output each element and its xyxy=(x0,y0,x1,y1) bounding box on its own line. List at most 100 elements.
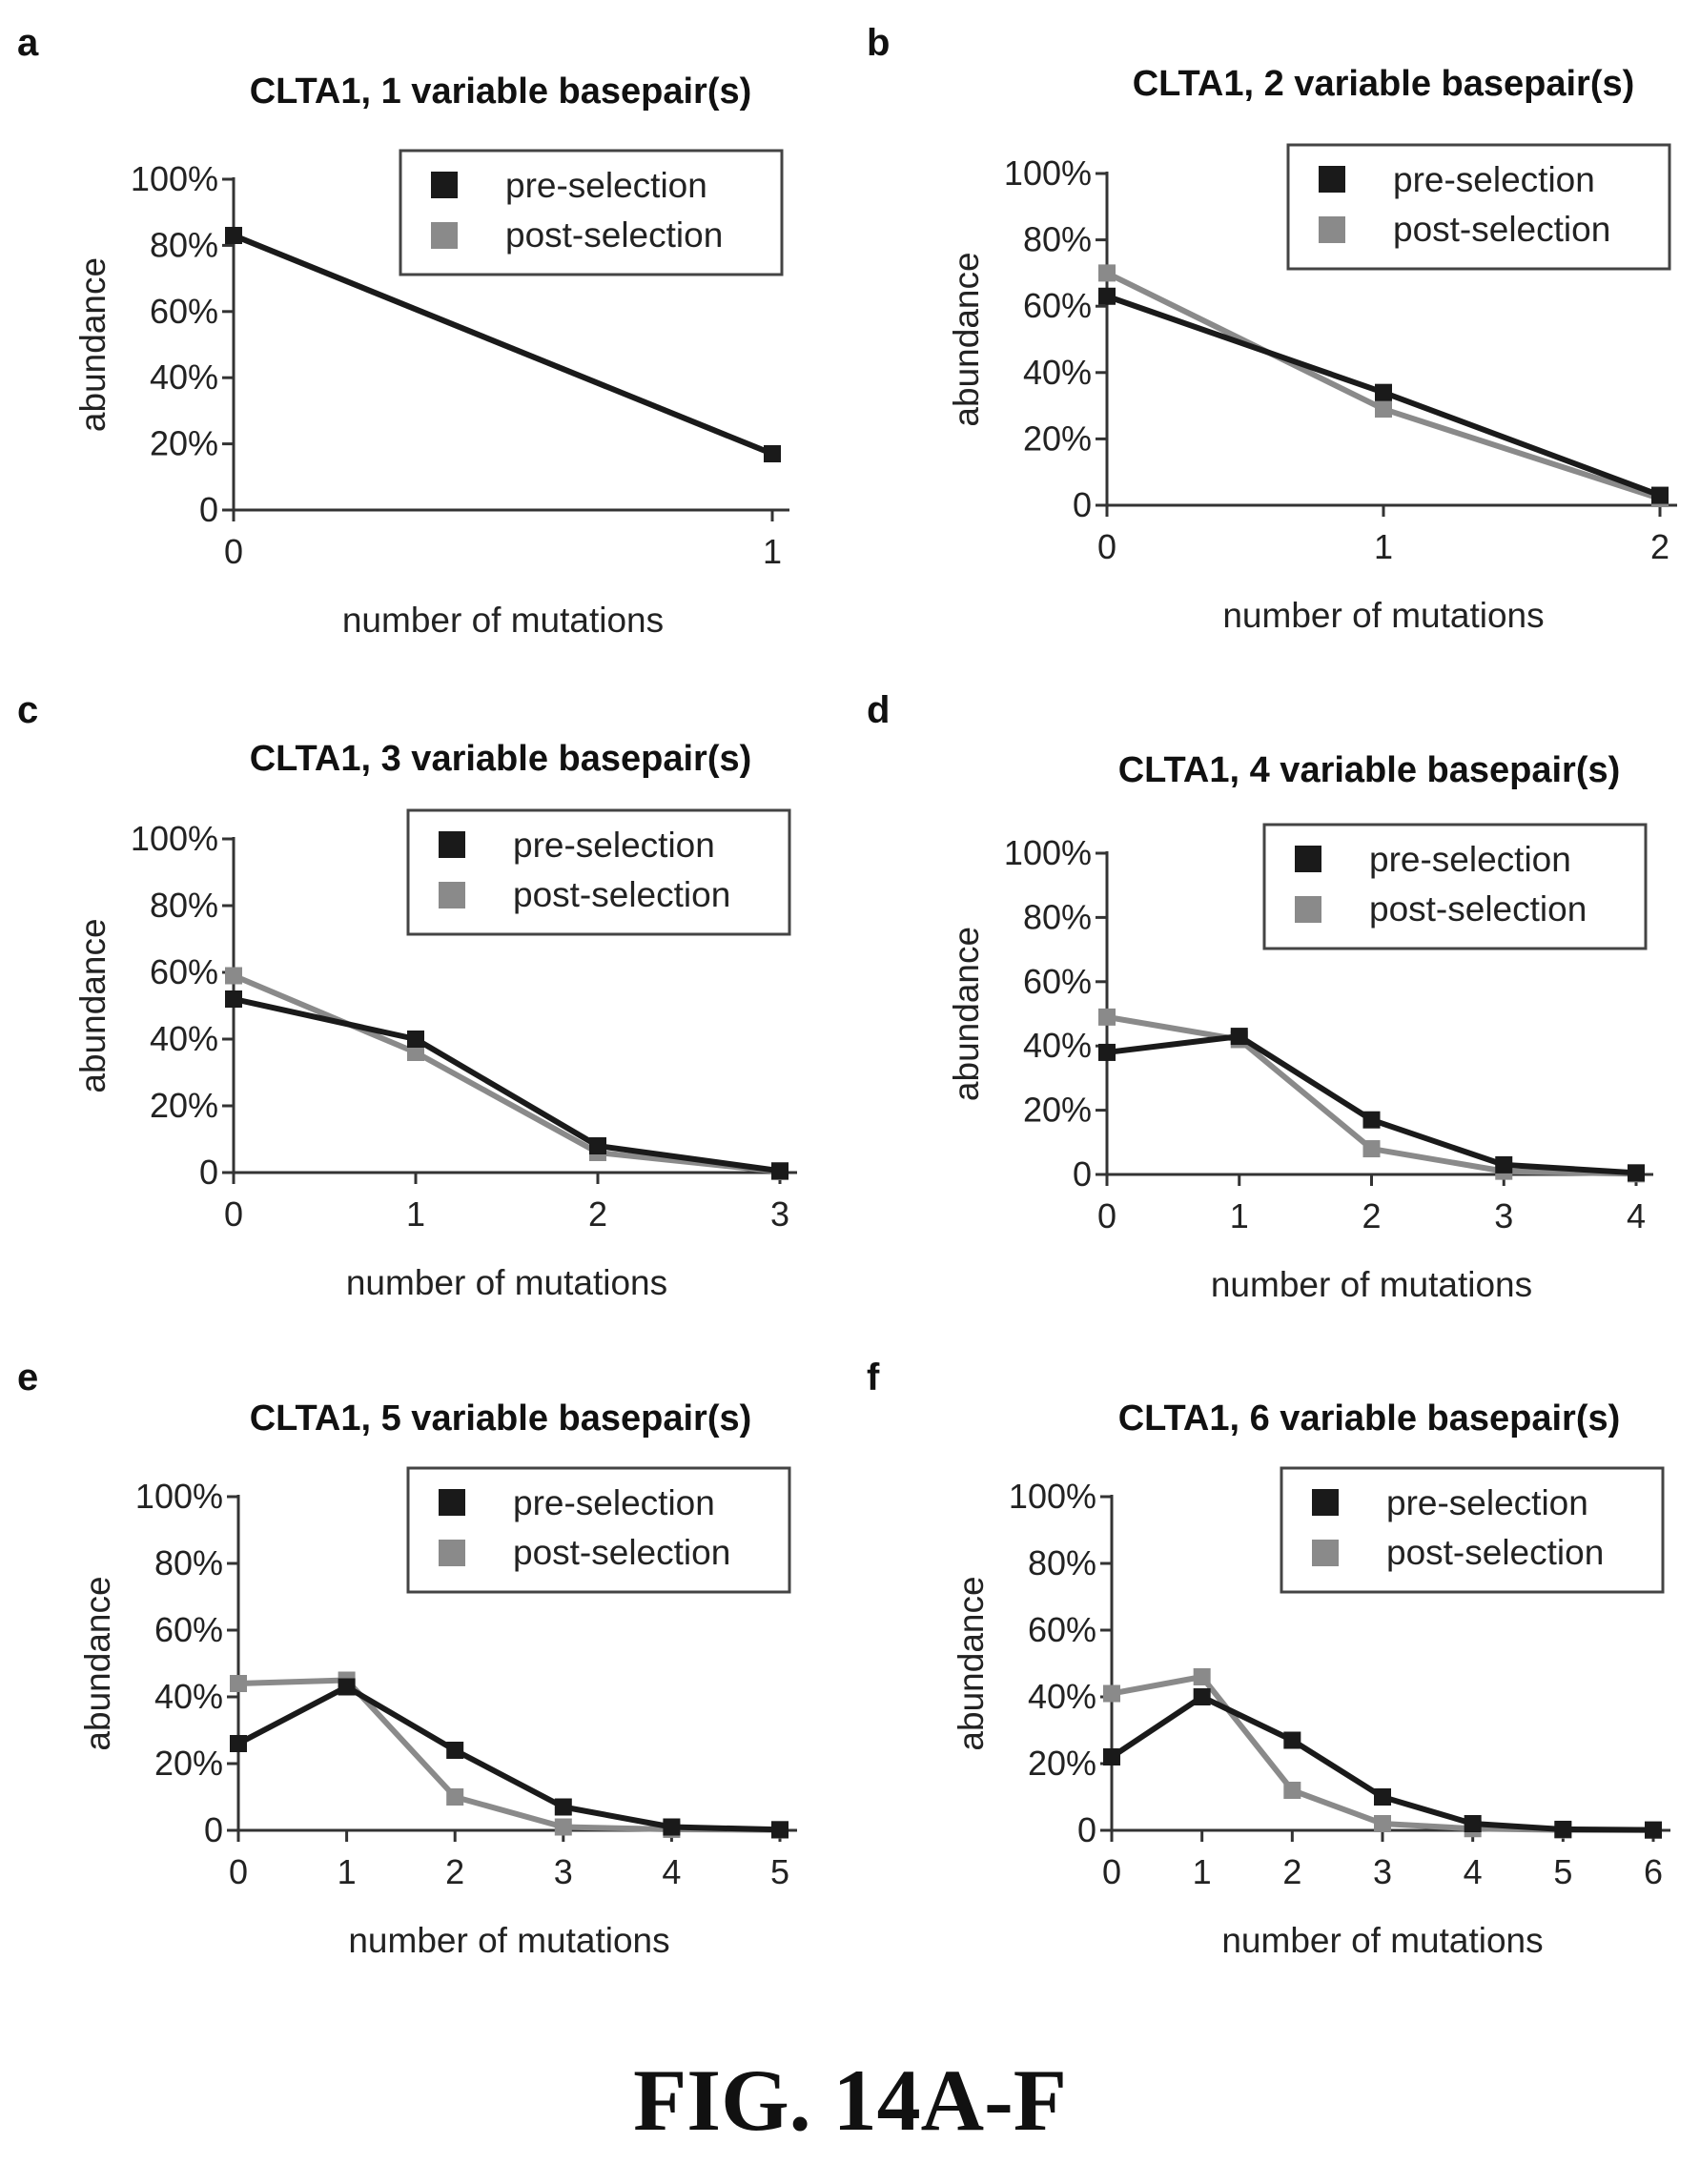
x-tick-label: 1 xyxy=(1193,1852,1212,1891)
data-point xyxy=(771,1162,789,1179)
x-tick-label: 0 xyxy=(1102,1852,1121,1891)
data-point xyxy=(1098,1009,1116,1026)
data-point xyxy=(407,1031,424,1048)
x-tick-label: 1 xyxy=(338,1852,357,1891)
data-point xyxy=(1283,1732,1301,1749)
legend-label-post: post-selection xyxy=(1386,1533,1604,1572)
y-tick-label: 60% xyxy=(150,292,218,331)
legend-label-post: post-selection xyxy=(1393,210,1610,249)
legend-swatch-post xyxy=(1295,896,1321,923)
y-tick-label: 0 xyxy=(1077,1810,1096,1849)
y-tick-label: 60% xyxy=(1028,1610,1096,1649)
y-tick-label: 20% xyxy=(150,1086,218,1125)
legend-swatch-pre xyxy=(431,172,458,198)
series-post-selection xyxy=(225,968,789,1180)
legend: pre-selection post-selection xyxy=(408,810,789,934)
figure-caption: FIG. 14A-F xyxy=(0,2050,1700,2151)
chart-panel-c: cCLTA1, 3 variable basepair(s)020%40%60%… xyxy=(0,667,850,1335)
chart-svg: dCLTA1, 4 variable basepair(s)020%40%60%… xyxy=(850,667,1699,1335)
y-tick-label: 40% xyxy=(154,1677,223,1716)
legend-label-post: post-selection xyxy=(513,875,730,914)
y-tick-label: 20% xyxy=(1023,1091,1092,1130)
y-axis-label: abundance xyxy=(73,918,113,1092)
chart-panel-e: eCLTA1, 5 variable basepair(s)020%40%60%… xyxy=(0,1335,850,2002)
legend-label-pre: pre-selection xyxy=(1369,840,1571,879)
data-point xyxy=(589,1137,606,1154)
data-point xyxy=(1374,1815,1391,1832)
x-tick-label: 0 xyxy=(1097,1196,1116,1235)
legend-swatch-pre xyxy=(439,831,465,858)
data-point xyxy=(446,1788,463,1806)
data-point xyxy=(1363,1140,1381,1157)
y-axis-label: abundance xyxy=(947,927,986,1101)
panel-letter: c xyxy=(17,689,38,731)
legend-label-pre: pre-selection xyxy=(1393,160,1595,199)
legend-label-pre: pre-selection xyxy=(513,826,715,865)
y-tick-label: 100% xyxy=(1004,833,1092,872)
chart-svg: cCLTA1, 3 variable basepair(s)020%40%60%… xyxy=(0,667,850,1335)
y-tick-label: 60% xyxy=(154,1610,223,1649)
y-tick-label: 100% xyxy=(1004,153,1092,193)
series-post-selection xyxy=(1098,1009,1645,1182)
legend: pre-selectionpost-selection xyxy=(1281,1468,1663,1592)
series-post-selection xyxy=(230,1672,789,1839)
legend: pre-selection post-selection xyxy=(1264,825,1646,949)
y-axis-label: abundance xyxy=(73,257,113,432)
data-point xyxy=(1098,288,1116,305)
data-point xyxy=(771,1821,789,1838)
data-point xyxy=(1098,1044,1116,1061)
chart-title: CLTA1, 6 variable basepair(s) xyxy=(1118,1398,1621,1439)
x-tick-label: 3 xyxy=(1494,1196,1513,1235)
panel-letter: a xyxy=(17,22,39,64)
y-tick-label: 100% xyxy=(131,159,218,198)
data-point xyxy=(1194,1688,1211,1705)
legend: pre-selection post-selection xyxy=(1288,145,1669,269)
data-point xyxy=(1554,1821,1571,1838)
x-tick-label: 2 xyxy=(445,1852,464,1891)
x-tick-label: 3 xyxy=(554,1852,573,1891)
x-axis-label: number of mutations xyxy=(346,1263,667,1302)
x-tick-label: 1 xyxy=(1374,527,1393,566)
data-point xyxy=(338,1679,356,1696)
data-point xyxy=(1098,264,1116,281)
legend-swatch-post xyxy=(431,222,458,249)
chart-title: CLTA1, 4 variable basepair(s) xyxy=(1118,750,1621,790)
data-point xyxy=(1374,1788,1391,1806)
x-tick-label: 2 xyxy=(1362,1196,1381,1235)
y-tick-label: 80% xyxy=(150,225,218,264)
chart-title: CLTA1, 3 variable basepair(s) xyxy=(250,739,752,779)
y-tick-label: 40% xyxy=(1023,1026,1092,1065)
series-line xyxy=(1112,1697,1653,1830)
y-tick-label: 100% xyxy=(135,1477,223,1516)
y-tick-label: 40% xyxy=(1023,353,1092,392)
y-tick-label: 20% xyxy=(150,424,218,463)
y-tick-label: 60% xyxy=(150,952,218,991)
y-axis-label: abundance xyxy=(947,252,986,426)
y-tick-label: 80% xyxy=(154,1543,223,1582)
y-tick-label: 80% xyxy=(1023,897,1092,936)
series-post-selection xyxy=(1103,1668,1662,1839)
x-tick-label: 5 xyxy=(1553,1852,1572,1891)
chart-panel-b: bCLTA1, 2 variable basepair(s)020%40%60%… xyxy=(850,0,1699,667)
x-tick-label: 6 xyxy=(1644,1852,1663,1891)
y-tick-label: 20% xyxy=(1023,418,1092,458)
legend-label-post: post-selection xyxy=(1369,889,1587,929)
data-point xyxy=(1375,384,1392,401)
data-point xyxy=(764,445,781,462)
data-point xyxy=(225,990,242,1008)
y-tick-label: 0 xyxy=(199,490,218,529)
chart-svg: aCLTA1, 1 variable basepair(s)020%40%60%… xyxy=(0,0,850,667)
x-axis-label: number of mutations xyxy=(342,601,664,640)
data-point xyxy=(663,1819,680,1836)
data-point xyxy=(225,227,242,244)
y-tick-label: 100% xyxy=(131,819,218,858)
data-point xyxy=(1645,1822,1662,1839)
data-point xyxy=(1103,1685,1120,1703)
series-line xyxy=(234,999,780,1171)
legend-swatch-post xyxy=(439,882,465,908)
data-point xyxy=(1231,1028,1248,1045)
x-tick-label: 1 xyxy=(763,532,782,571)
y-tick-label: 0 xyxy=(1073,485,1092,524)
data-point xyxy=(1628,1164,1645,1181)
